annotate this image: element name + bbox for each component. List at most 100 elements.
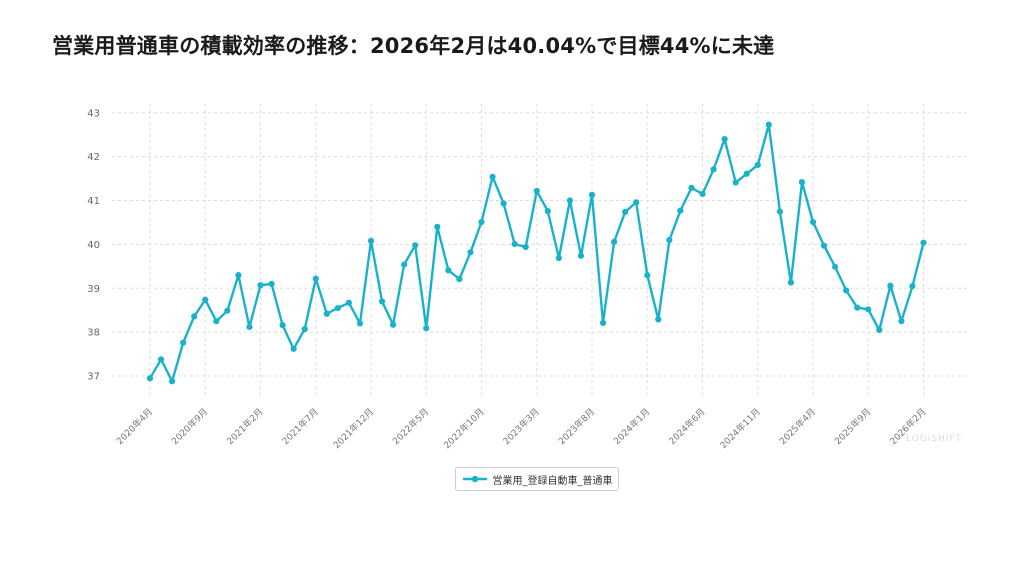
x-tick-label: 2021年7月 xyxy=(279,406,320,447)
data-point[interactable] xyxy=(887,282,894,289)
x-axis-ticks: 2020年4月 2020年9月 2021年2月 2021年7月 2021年12月 2022… xyxy=(114,406,929,452)
y-tick-label: 40 xyxy=(87,240,100,251)
data-point[interactable] xyxy=(743,170,750,177)
y-axis-ticks: 37 38 39 40 41 42 43 xyxy=(87,108,100,382)
data-point[interactable] xyxy=(445,267,452,274)
data-point[interactable] xyxy=(522,243,529,251)
grid-lines xyxy=(112,104,968,398)
data-point[interactable] xyxy=(765,121,772,128)
data-point[interactable] xyxy=(224,307,231,314)
data-point[interactable] xyxy=(378,298,386,305)
data-point[interactable] xyxy=(412,242,419,249)
data-point[interactable] xyxy=(854,304,861,311)
data-point[interactable] xyxy=(622,208,629,216)
data-point[interactable] xyxy=(688,184,695,191)
data-point[interactable] xyxy=(500,200,507,207)
data-point[interactable] xyxy=(798,179,806,186)
data-point[interactable] xyxy=(710,166,717,173)
data-point[interactable] xyxy=(169,378,176,385)
data-point[interactable] xyxy=(478,218,485,226)
data-point[interactable] xyxy=(290,345,297,352)
data-point[interactable] xyxy=(611,238,618,245)
data-point[interactable] xyxy=(157,356,165,363)
data-point[interactable] xyxy=(257,282,264,289)
x-tick-label: 2025年4月 xyxy=(777,406,818,447)
x-tick-label: 2024年11月 xyxy=(717,406,763,452)
x-tick-label: 2024年1月 xyxy=(611,406,652,447)
x-tick-label: 2020年4月 xyxy=(114,406,155,447)
data-point[interactable] xyxy=(489,173,496,180)
data-point[interactable] xyxy=(401,261,408,268)
data-point[interactable] xyxy=(655,316,662,323)
data-point[interactable] xyxy=(191,313,198,320)
data-point[interactable] xyxy=(544,207,551,215)
data-point[interactable] xyxy=(268,280,275,288)
data-point[interactable] xyxy=(213,318,220,325)
series-layer xyxy=(146,121,927,385)
page-title: 営業用普通車の積載効率の推移：2026年2月は40.04%で目標44%に未達 xyxy=(52,34,775,58)
data-point[interactable] xyxy=(323,310,330,317)
data-point[interactable] xyxy=(721,136,728,143)
data-point[interactable] xyxy=(301,326,308,333)
data-point[interactable] xyxy=(356,320,364,327)
data-point[interactable] xyxy=(334,304,341,312)
data-point[interactable] xyxy=(456,275,463,283)
data-point[interactable] xyxy=(843,287,850,294)
y-tick-label: 38 xyxy=(87,328,100,339)
data-point[interactable] xyxy=(633,199,640,206)
legend-line-marker-icon xyxy=(462,475,487,483)
data-point[interactable] xyxy=(423,325,430,332)
data-point[interactable] xyxy=(246,323,253,331)
data-point[interactable] xyxy=(677,207,684,214)
data-point[interactable] xyxy=(511,240,518,248)
y-tick-label: 39 xyxy=(87,284,100,295)
data-point[interactable] xyxy=(820,242,828,249)
data-point[interactable] xyxy=(832,263,839,270)
x-tick-label: 2021年2月 xyxy=(224,406,265,447)
x-tick-label: 2023年8月 xyxy=(556,406,597,447)
y-tick-label: 37 xyxy=(87,372,100,383)
data-point[interactable] xyxy=(732,179,739,186)
data-point[interactable] xyxy=(467,249,474,256)
data-point[interactable] xyxy=(390,321,397,328)
data-point[interactable] xyxy=(533,187,540,194)
data-point[interactable] xyxy=(876,326,883,334)
data-point[interactable] xyxy=(809,218,817,226)
data-point[interactable] xyxy=(566,197,574,204)
data-point[interactable] xyxy=(599,319,607,327)
data-point[interactable] xyxy=(434,223,441,230)
legend-series-label: 営業用_登録自動車_普通車 xyxy=(492,475,613,487)
x-tick-label: 2021年12月 xyxy=(331,406,377,452)
data-point[interactable] xyxy=(644,272,651,279)
data-point[interactable] xyxy=(588,191,596,198)
data-point[interactable] xyxy=(898,318,905,325)
x-tick-label: 2025年9月 xyxy=(832,406,873,447)
data-point[interactable] xyxy=(146,375,154,382)
data-point[interactable] xyxy=(787,279,795,286)
data-point[interactable] xyxy=(235,272,242,279)
data-point[interactable] xyxy=(202,296,209,303)
data-point[interactable] xyxy=(312,275,319,282)
data-point[interactable] xyxy=(865,306,872,313)
x-tick-label: 2020年9月 xyxy=(169,406,210,447)
x-tick-label: 2022年5月 xyxy=(390,406,431,447)
data-point[interactable] xyxy=(555,254,562,262)
data-point[interactable] xyxy=(345,299,352,306)
x-tick-label: 2022年10月 xyxy=(441,406,487,452)
data-point[interactable] xyxy=(666,236,673,244)
data-point[interactable] xyxy=(909,283,916,290)
data-point[interactable] xyxy=(180,339,187,346)
data-point[interactable] xyxy=(367,237,375,245)
data-point[interactable] xyxy=(577,252,585,259)
x-tick-label: 2023年3月 xyxy=(500,406,541,447)
data-point[interactable] xyxy=(776,208,783,215)
data-point[interactable] xyxy=(754,161,761,169)
data-point[interactable] xyxy=(699,190,706,198)
chart-legend[interactable]: 営業用_登録自動車_普通車 xyxy=(455,467,619,491)
watermark-text: LOGISHIFT xyxy=(906,434,962,444)
x-tick-label: 2024年6月 xyxy=(666,406,707,447)
data-point[interactable] xyxy=(279,322,286,329)
series-line xyxy=(148,123,925,383)
data-point[interactable] xyxy=(920,239,927,246)
